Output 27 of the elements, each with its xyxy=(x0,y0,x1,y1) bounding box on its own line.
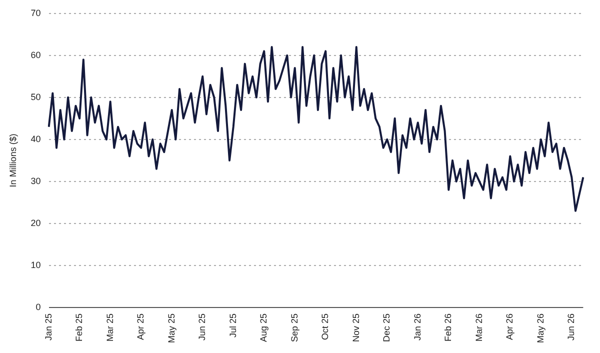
x-tick-label: Mar 26 xyxy=(474,313,484,342)
y-tick-label: 30 xyxy=(30,176,41,186)
x-tick-label: Apr 26 xyxy=(504,313,515,340)
x-tick-label: Dec 25 xyxy=(382,313,392,342)
x-tick-label: Feb 26 xyxy=(443,313,454,342)
x-tick-label: Jan 26 xyxy=(412,313,422,341)
x-tick-label: Jan 25 xyxy=(43,313,54,341)
y-tick-label: 60 xyxy=(30,50,41,60)
y-tick-label: 70 xyxy=(30,8,41,18)
x-tick-label: Feb 25 xyxy=(74,313,84,342)
y-tick-label: 20 xyxy=(30,218,41,228)
x-tick-label: Sep 25 xyxy=(289,313,300,342)
y-tick-label: 50 xyxy=(30,92,41,102)
x-tick-label: May 25 xyxy=(166,313,176,343)
x-tick-label: Jun 25 xyxy=(197,313,208,341)
y-tick-label: 10 xyxy=(30,260,41,270)
y-tick-label: 0 xyxy=(36,302,41,312)
x-tick-label: Jul 25 xyxy=(228,313,238,338)
x-tick-label: Apr 25 xyxy=(136,313,146,340)
x-tick-label: Aug 25 xyxy=(258,313,269,342)
x-tick-label: Mar 25 xyxy=(104,313,115,342)
y-tick-label: 40 xyxy=(30,134,41,144)
x-tick-label: Jun 26 xyxy=(566,313,576,341)
x-tick-label: Nov 25 xyxy=(350,313,361,342)
y-axis-title: In Millions ($) xyxy=(8,134,18,188)
x-tick-label: Oct 25 xyxy=(320,313,330,340)
x-tick-label: May 26 xyxy=(535,313,546,343)
